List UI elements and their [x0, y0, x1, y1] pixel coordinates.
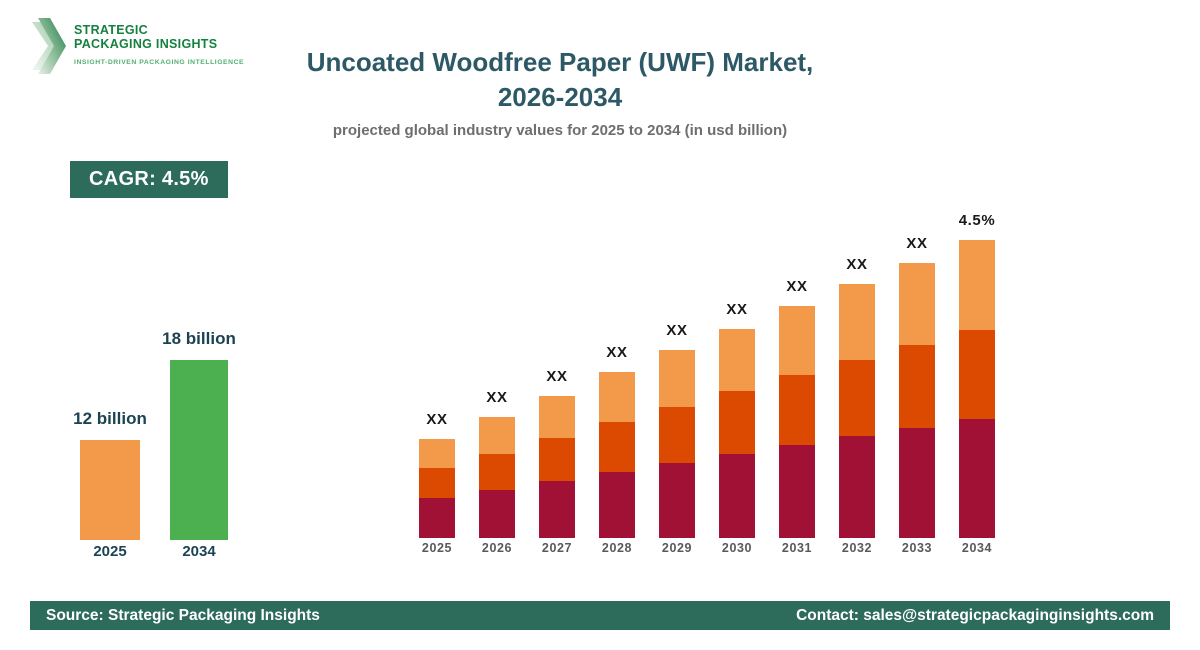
stacked-axis-label-2032: 2032: [841, 541, 873, 555]
stacked-bar-2030-segment-1: [719, 454, 755, 538]
source-text: Source: Strategic Packaging Insights: [46, 606, 320, 624]
page-subtitle: projected global industry values for 202…: [332, 122, 788, 139]
summary-axis-label-2034: 2034: [182, 543, 216, 560]
stacked-bar-2025-segment-1: [419, 498, 455, 538]
stacked-bar-2031-segment-2: [779, 375, 815, 445]
stacked-bar-label-2033: XX: [906, 235, 928, 252]
stacked-axis-label-2025: 2025: [421, 541, 453, 555]
page-title-line-2: 2026-2034: [497, 82, 623, 112]
stacked-bar-2027-segment-2: [539, 438, 575, 481]
stacked-bar-label-2026: XX: [486, 389, 508, 406]
stacked-axis-label-2034: 2034: [961, 541, 993, 555]
stacked-axis-label-2027: 2027: [541, 541, 573, 555]
stacked-axis-label-2033: 2033: [901, 541, 933, 555]
summary-bar-value-2025: 12 billion: [73, 409, 147, 428]
stacked-bar-2025-segment-2: [419, 468, 455, 498]
summary-axis-label-2025: 2025: [93, 543, 127, 560]
stacked-bar-label-2028: XX: [606, 344, 628, 361]
logo-text: STRATEGIC PACKAGING INSIGHTS INSIGHT-DRI…: [74, 23, 245, 74]
stacked-bar-2034-segment-1: [959, 419, 995, 538]
logo-tagline: INSIGHT-DRIVEN PACKAGING INTELLIGENCE: [74, 59, 245, 66]
stacked-bar-2028-segment-2: [599, 422, 635, 472]
stacked-bar-label-2034: 4.5%: [958, 212, 996, 229]
stacked-bar-2031-segment-3: [779, 306, 815, 375]
stacked-bar-2027-segment-3: [539, 396, 575, 438]
company-logo: STRATEGIC PACKAGING INSIGHTS INSIGHT-DRI…: [32, 10, 244, 74]
stacked-bar-label-2030: XX: [726, 301, 748, 318]
stacked-bar-2033-segment-2: [899, 345, 935, 428]
stacked-bar-2026-segment-1: [479, 490, 515, 538]
stacked-bar-label-2032: XX: [846, 256, 868, 273]
logo-line-2: PACKAGING INSIGHTS: [74, 36, 218, 51]
contact-text: Contact: sales@strategicpackaginginsight…: [796, 606, 1154, 624]
stacked-bar-label-2027: XX: [546, 368, 568, 385]
stacked-bar-label-2025: XX: [426, 411, 448, 428]
stacked-bar-2029-segment-2: [659, 407, 695, 463]
stacked-bar-2028-segment-1: [599, 472, 635, 538]
stacked-bar-label-2029: XX: [666, 322, 688, 339]
summary-bar-value-2034: 18 billion: [162, 329, 236, 348]
stacked-axis-label-2031: 2031: [781, 541, 813, 555]
stacked-bar-2031-segment-1: [779, 445, 815, 538]
stacked-bar-2032-segment-1: [839, 436, 875, 538]
stacked-bar-2025-segment-3: [419, 439, 455, 468]
stacked-bar-2032-segment-2: [839, 360, 875, 436]
cagr-badge: CAGR: 4.5%: [70, 161, 228, 198]
stacked-axis-label-2030: 2030: [721, 541, 753, 555]
summary-bar-2034: [170, 360, 228, 540]
stacked-axis-label-2026: 2026: [481, 541, 513, 555]
stacked-bar-2026-segment-2: [479, 454, 515, 490]
chart-title-block: Uncoated Woodfree Paper (UWF) Market, 20…: [150, 45, 970, 139]
stacked-bar-2033-segment-3: [899, 263, 935, 345]
stacked-bar-label-2031: XX: [786, 278, 808, 295]
stacked-bar-2033-segment-1: [899, 428, 935, 538]
summary-bar-2025: [80, 440, 140, 540]
stacked-bar-2029-segment-3: [659, 350, 695, 407]
stacked-axis-label-2028: 2028: [601, 541, 633, 555]
stacked-bar-2034-segment-2: [959, 330, 995, 419]
stacked-bar-2030-segment-3: [719, 329, 755, 391]
stacked-bar-2030-segment-2: [719, 391, 755, 454]
footer-bar: Source: Strategic Packaging Insights Con…: [30, 601, 1170, 630]
logo-line-1: STRATEGIC: [74, 23, 148, 37]
stacked-bar-2026-segment-3: [479, 417, 515, 454]
stacked-bar-2029-segment-1: [659, 463, 695, 538]
stacked-bar-2028-segment-3: [599, 372, 635, 422]
stacked-bar-2032-segment-3: [839, 284, 875, 360]
chevron-arrow-icon: [32, 18, 66, 74]
stacked-bar-2034-segment-3: [959, 240, 995, 330]
stacked-axis-label-2029: 2029: [661, 541, 693, 555]
stacked-bar-2027-segment-1: [539, 481, 575, 538]
page-title-line-1: Uncoated Woodfree Paper (UWF) Market,: [306, 47, 814, 77]
